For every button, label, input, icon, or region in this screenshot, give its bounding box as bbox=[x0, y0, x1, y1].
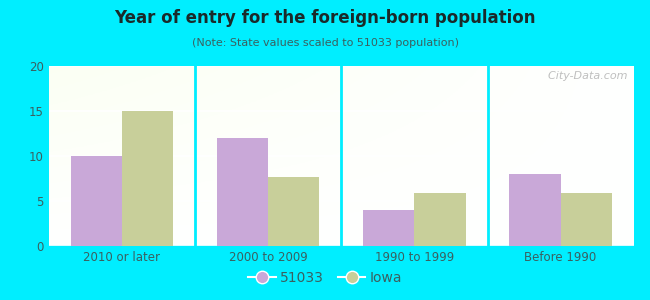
Bar bbox=[268, 177, 319, 246]
Bar bbox=[71, 156, 122, 246]
Text: City-Data.com: City-Data.com bbox=[541, 71, 628, 81]
Legend: 51033, Iowa: 51033, Iowa bbox=[242, 265, 408, 290]
Bar bbox=[363, 210, 415, 246]
Bar bbox=[122, 111, 173, 246]
Bar bbox=[217, 138, 268, 246]
Bar bbox=[415, 193, 465, 246]
Bar bbox=[560, 193, 612, 246]
Text: Year of entry for the foreign-born population: Year of entry for the foreign-born popul… bbox=[114, 9, 536, 27]
Bar bbox=[510, 174, 561, 246]
Text: (Note: State values scaled to 51033 population): (Note: State values scaled to 51033 popu… bbox=[192, 38, 458, 47]
